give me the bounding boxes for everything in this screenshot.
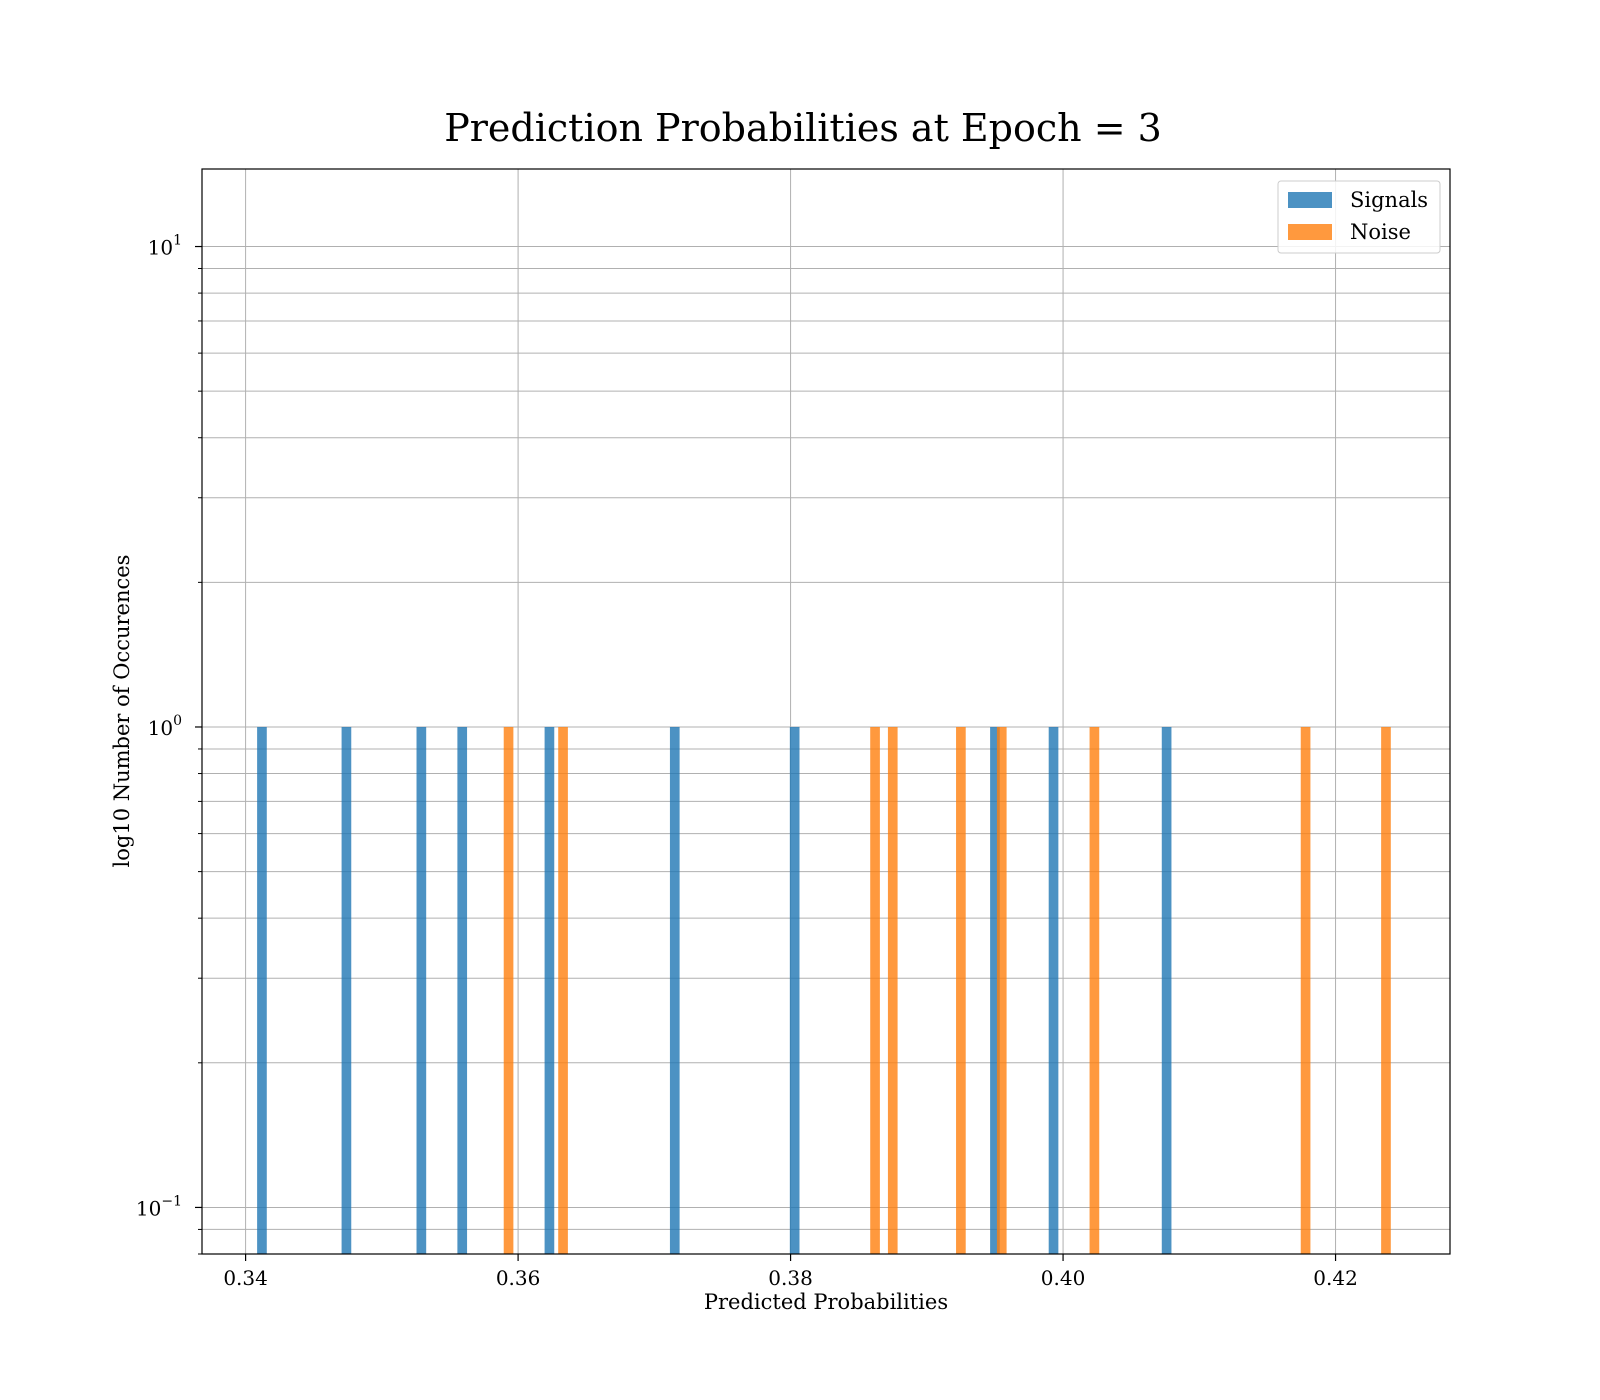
- noise-bar: [1089, 726, 1100, 1254]
- x-tick-label: 0.42: [1313, 1266, 1358, 1290]
- signals-bar: [341, 726, 352, 1254]
- signals-bar: [669, 726, 680, 1254]
- grid-lines: [202, 169, 1450, 1255]
- noise-bar: [1381, 726, 1391, 1254]
- noise-legend-swatch: [1288, 224, 1332, 240]
- signals-bar: [416, 726, 427, 1254]
- noise-bar: [870, 726, 880, 1254]
- signals-legend-swatch: [1288, 192, 1332, 208]
- noise-bar: [887, 726, 898, 1254]
- x-tick-label: 0.34: [223, 1266, 268, 1290]
- y-tick-label: 101: [148, 233, 182, 260]
- noise-bar: [503, 726, 514, 1254]
- signals-bar: [1161, 726, 1172, 1254]
- signals-bar: [257, 726, 267, 1254]
- chart-title: Prediction Probabilities at Epoch = 3: [444, 106, 1162, 150]
- y-axis-label: log10 Number of Occurences: [110, 555, 134, 868]
- plot-frame: [201, 168, 1451, 1255]
- noise-bar: [996, 726, 1007, 1254]
- signals-legend-label: Signals: [1350, 188, 1428, 212]
- signals-bar: [544, 726, 555, 1254]
- signals-bar: [789, 726, 800, 1254]
- x-axis-ticks: 0.34 0.36 0.38 0.40 0.42: [223, 1254, 1358, 1290]
- x-tick-label: 0.38: [768, 1266, 813, 1290]
- y-axis-ticks: 10−1 100 101: [136, 233, 202, 1255]
- y-tick-label: 100: [148, 713, 182, 740]
- x-axis-label: Predicted Probabilities: [704, 1290, 948, 1314]
- noise-bar: [558, 726, 568, 1254]
- signals-bar: [990, 726, 1000, 1254]
- y-tick-label: 10−1: [136, 1193, 182, 1220]
- histogram-bars: [257, 726, 1391, 1254]
- signals-bar: [1048, 726, 1059, 1254]
- noise-bar: [956, 726, 966, 1254]
- x-tick-label: 0.36: [496, 1266, 541, 1290]
- noise-legend-label: Noise: [1350, 220, 1411, 244]
- legend: Signals Noise: [1277, 180, 1441, 254]
- x-tick-label: 0.40: [1041, 1266, 1086, 1290]
- noise-bar: [1300, 726, 1311, 1254]
- signals-bar: [457, 726, 468, 1254]
